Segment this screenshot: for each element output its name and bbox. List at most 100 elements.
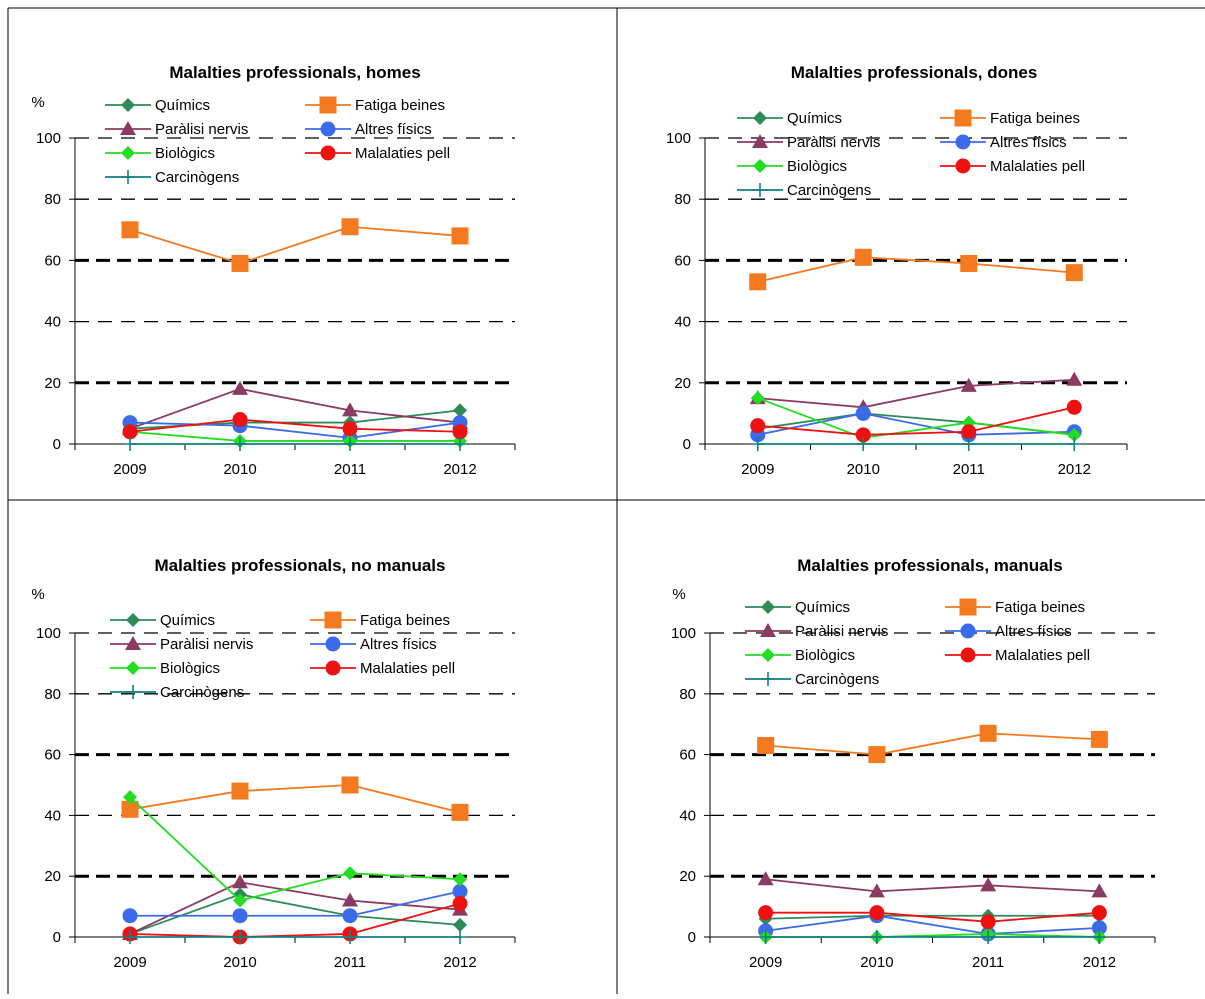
data-point [961, 437, 976, 451]
data-point [232, 908, 248, 924]
legend-item-pell: Malalaties pell [945, 647, 1090, 664]
legend-marker [955, 158, 971, 174]
legend-item-quimics: Químics [737, 110, 842, 127]
legend-marker [126, 613, 140, 627]
x-tick-label: 2009 [113, 954, 146, 971]
legend-marker [753, 183, 767, 197]
legend-marker [121, 170, 135, 184]
data-point [451, 803, 469, 821]
data-point [123, 930, 137, 944]
y-tick-label: 80 [674, 191, 691, 208]
x-tick-label: 2010 [223, 954, 256, 971]
data-point [868, 883, 885, 898]
series-line [757, 412, 1075, 436]
y-tick-label: 20 [44, 868, 61, 885]
legend-label: Malalaties pell [360, 660, 455, 677]
series-pell [758, 905, 1107, 930]
data-point [1091, 905, 1107, 921]
legend-marker [752, 134, 768, 148]
series-carcinogens [123, 930, 467, 944]
data-point [961, 424, 977, 440]
legend-item-biologics: Biològics [737, 158, 847, 175]
legend: Químics Fatiga beines Paràlisi nervis Altre… [737, 109, 1085, 199]
y-tick-label: 40 [44, 314, 61, 331]
data-point [343, 437, 357, 451]
chart-title: Malalties professionals, no manuals [155, 556, 446, 575]
data-point [981, 930, 996, 944]
series-line [129, 387, 461, 430]
data-point [980, 914, 996, 930]
data-point [122, 424, 138, 440]
data-point [757, 736, 775, 754]
series-carcinogens [750, 437, 1082, 451]
legend-label: Químics [155, 97, 210, 114]
legend-label: Fatiga beines [360, 612, 450, 629]
x-tick-label: 2011 [953, 461, 985, 478]
y-tick-label: 0 [683, 436, 691, 453]
legend-item-pell: Malalaties pell [310, 660, 455, 677]
data-point [122, 908, 138, 924]
legend-marker [121, 98, 135, 112]
data-point [453, 930, 467, 944]
legend-marker [121, 146, 135, 160]
y-tick-label: 0 [688, 929, 696, 946]
data-point [343, 866, 357, 881]
legend-label: Carcinògens [155, 169, 239, 186]
series-biologics [123, 790, 467, 908]
data-point [232, 412, 248, 428]
legend-label: Biològics [787, 158, 847, 175]
data-point [232, 874, 248, 889]
gridlines [710, 632, 1155, 878]
legend-marker [126, 661, 140, 675]
y-axis-label: % [31, 586, 44, 603]
legend-item-altres: Altres físics [945, 623, 1072, 640]
legend-marker [761, 672, 775, 686]
legend-label: Paràlisi nervis [787, 134, 880, 151]
data-point [979, 724, 997, 742]
chart-panel-2: Malalties professionals, dones 0 20 40 60 80 1… [666, 63, 1128, 478]
data-point [1092, 930, 1107, 944]
data-point [1067, 437, 1082, 451]
chart-panel-1: Malalties professionals, homes% 0 20 40 60 80… [31, 63, 516, 478]
data-point [123, 790, 137, 805]
legend-marker [960, 647, 976, 663]
legend-marker [955, 134, 971, 150]
data-point [451, 227, 469, 245]
data-point [1066, 371, 1083, 386]
data-point [750, 437, 765, 451]
legend-item-pell: Malalaties pell [940, 158, 1085, 175]
legend-label: Malalaties pell [990, 158, 1085, 175]
series-fatiga [121, 776, 469, 821]
x-tick-label: 2012 [1083, 954, 1116, 971]
series-paralisi [757, 871, 1108, 898]
y-tick-label: 100 [666, 130, 691, 147]
data-point [453, 917, 467, 932]
y-tick-label: 80 [44, 686, 61, 703]
legend-item-pell: Malalaties pell [305, 145, 450, 162]
series-line [757, 256, 1075, 283]
legend-label: Químics [787, 110, 842, 127]
series-line [129, 225, 461, 265]
chart-title: Malalties professionals, manuals [797, 556, 1062, 575]
data-point [231, 254, 249, 272]
x-tick-label: 2009 [113, 461, 146, 478]
legend-item-fatiga: Fatiga beines [310, 611, 450, 629]
series-line [765, 732, 1100, 756]
series-line [757, 378, 1075, 409]
y-axis-label: % [31, 94, 44, 111]
legend-marker [324, 611, 342, 629]
x-tick-label: 2010 [223, 461, 256, 478]
legend-marker [753, 159, 767, 173]
legend-label: Fatiga beines [990, 110, 1080, 127]
data-point [342, 421, 358, 437]
data-point [757, 871, 774, 886]
x-tick-label: 2010 [847, 461, 880, 478]
legend-label: Altres físics [995, 623, 1072, 640]
y-tick-label: 40 [679, 807, 696, 824]
data-point [233, 893, 247, 908]
legend-label: Químics [160, 612, 215, 629]
data-point [854, 248, 872, 266]
y-tick-label: 20 [679, 868, 696, 885]
legend-marker [125, 636, 141, 650]
